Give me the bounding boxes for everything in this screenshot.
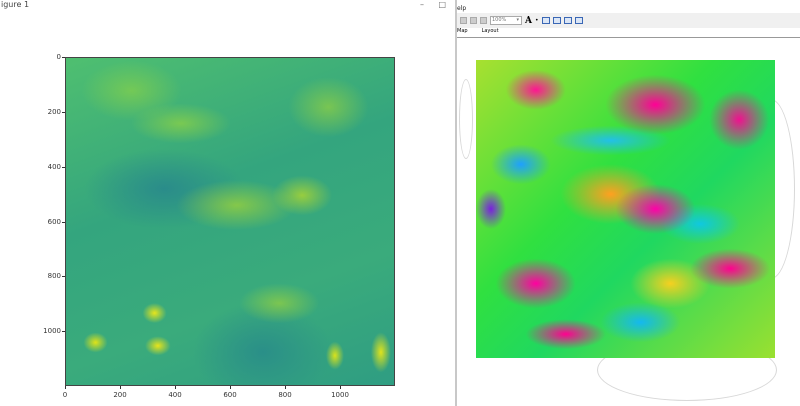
y-tick-label: 0 [56,53,61,61]
y-tick-label: 800 [47,272,61,281]
shape-tool-icon[interactable] [541,17,550,24]
y-tick-mark [62,166,65,168]
x-tick-mark [230,386,231,389]
window-divider [455,0,457,406]
y-tick-mark [62,331,65,333]
view-tabs: Map Layout [457,28,800,38]
x-tick-label: 0 [62,391,68,399]
zoom-select[interactable]: 100% ▾ [490,16,522,25]
polygon-tool-icon[interactable] [552,17,561,24]
image-plot [65,57,395,386]
x-tick-label: 200 [113,391,127,399]
zoom-full-icon[interactable] [480,17,487,24]
zoom-out-icon[interactable] [470,17,477,24]
chevron-down-icon: ▾ [516,17,519,23]
y-tick-mark [62,111,65,113]
y-tick-label: 600 [47,217,61,226]
figure-window: igure 1 – □ 0 200 400 600 800 1000 0 200 400 600 8… [1,0,453,399]
raster-layer [476,60,775,358]
x-tick-label: 1000 [331,391,349,399]
tab-layout[interactable]: Layout [481,28,499,34]
window-title: igure 1 [1,0,30,9]
zoom-in-icon[interactable] [460,17,467,24]
y-tick-mark [62,221,65,223]
tab-map[interactable]: Map [457,28,468,34]
x-tick-mark [120,386,121,389]
zoom-value: 100% [492,17,507,23]
text-tool-icon[interactable]: A [525,15,532,26]
rectangle-tool-icon[interactable] [563,17,572,24]
y-tick-label: 1000 [43,327,61,336]
menu-help[interactable]: elp [457,5,467,12]
y-tick-label: 200 [47,107,61,116]
gis-window: elp 100% ▾ A • Map Layout [457,0,800,406]
y-tick-label: 400 [47,162,61,171]
x-tick-mark [340,386,341,389]
x-tick-label: 600 [223,391,237,399]
x-tick-label: 800 [278,391,292,399]
y-tick-mark [62,276,65,278]
y-tick-mark [62,57,65,58]
x-tick-mark [65,386,66,389]
toolbar: 100% ▾ A • [457,13,800,28]
x-tick-mark [175,386,176,389]
x-tick-label: 400 [168,391,182,399]
window-controls[interactable]: – □ [420,0,453,9]
map-canvas[interactable] [457,39,800,406]
x-tick-mark [285,386,286,389]
point-tool-icon[interactable]: • [534,17,539,24]
pentagon-tool-icon[interactable] [574,17,583,24]
coastline [459,79,473,159]
